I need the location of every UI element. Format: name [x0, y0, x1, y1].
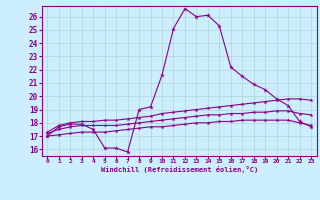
X-axis label: Windchill (Refroidissement éolien,°C): Windchill (Refroidissement éolien,°C) — [100, 166, 258, 173]
